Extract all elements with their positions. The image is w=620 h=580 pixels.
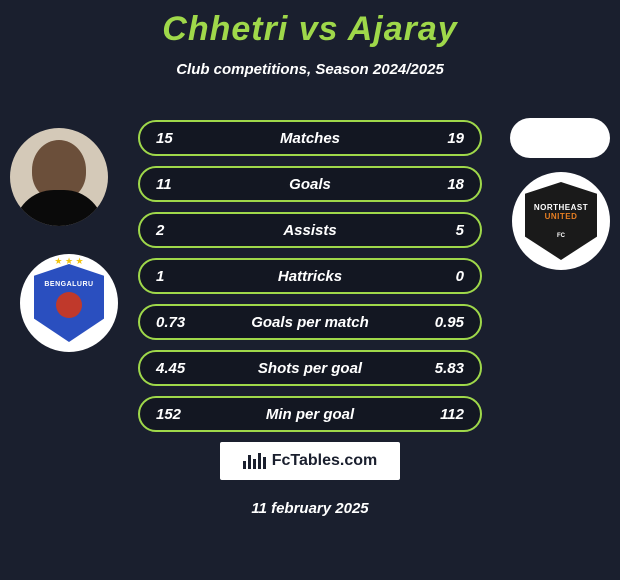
stat-label: Hattricks [278, 268, 342, 285]
stat-right-value: 112 [440, 406, 464, 423]
player-left-avatar [10, 128, 108, 226]
club-left-badge: ★ ★ ★ BENGALURU [20, 254, 118, 352]
stat-right-value: 5.83 [435, 360, 464, 377]
stat-label: Shots per goal [258, 360, 362, 377]
brand-badge: FcTables.com [220, 442, 400, 480]
stats-container: 15 Matches 19 11 Goals 18 2 Assists 5 1 Hattricks 0… [138, 120, 482, 442]
stat-row: 0.73 Goals per match 0.95 [138, 304, 482, 340]
player-right-avatar [510, 118, 610, 158]
club-right-line3: FC [557, 233, 565, 239]
stat-right-value: 19 [447, 130, 464, 147]
stat-left-value: 0.73 [156, 314, 185, 331]
stat-left-value: 4.45 [156, 360, 185, 377]
stat-right-value: 0.95 [435, 314, 464, 331]
stat-right-value: 18 [447, 176, 464, 193]
page-title: Chhetri vs Ajaray [0, 0, 620, 49]
stat-label: Assists [283, 222, 336, 239]
stat-right-value: 5 [456, 222, 464, 239]
stat-left-value: 152 [156, 406, 181, 423]
stat-row: 4.45 Shots per goal 5.83 [138, 350, 482, 386]
stat-left-value: 11 [156, 176, 172, 193]
stat-left-value: 15 [156, 130, 173, 147]
bars-icon [243, 453, 266, 469]
stat-row: 2 Assists 5 [138, 212, 482, 248]
stat-label: Goals [289, 176, 331, 193]
brand-text: FcTables.com [272, 452, 378, 470]
stat-label: Matches [280, 130, 340, 147]
stat-left-value: 2 [156, 222, 164, 239]
stat-row: 15 Matches 19 [138, 120, 482, 156]
date-text: 11 february 2025 [251, 500, 368, 517]
stat-label: Goals per match [251, 314, 369, 331]
stat-row: 1 Hattricks 0 [138, 258, 482, 294]
ball-icon [56, 292, 82, 318]
stat-row: 152 Min per goal 112 [138, 396, 482, 432]
club-left-name: BENGALURU [44, 281, 93, 288]
stat-row: 11 Goals 18 [138, 166, 482, 202]
stat-label: Min per goal [266, 406, 354, 423]
club-right-line1: NORTHEAST [534, 203, 588, 212]
subtitle: Club competitions, Season 2024/2025 [0, 61, 620, 78]
stat-left-value: 1 [156, 268, 164, 285]
club-right-badge: NORTHEAST UNITED FC [512, 172, 610, 270]
club-right-line2: UNITED [545, 212, 578, 221]
stat-right-value: 0 [456, 268, 464, 285]
